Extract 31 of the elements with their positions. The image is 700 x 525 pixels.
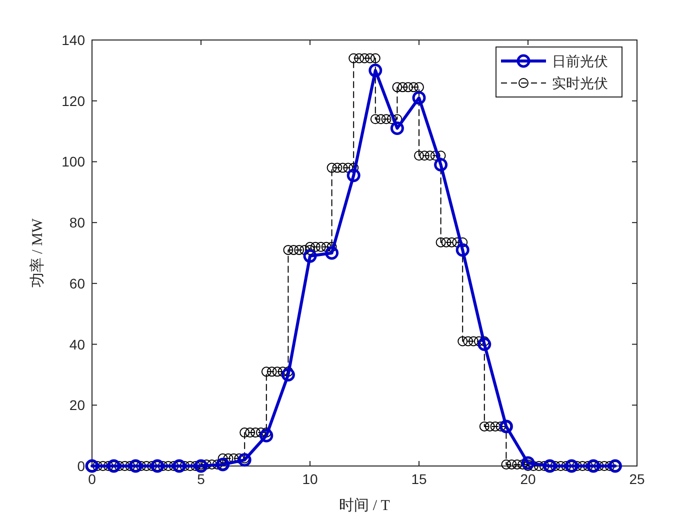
y-tick-label: 140 bbox=[62, 32, 86, 48]
point bbox=[390, 121, 404, 135]
x-tick-label: 5 bbox=[197, 471, 206, 487]
x-tick-label: 20 bbox=[520, 471, 536, 487]
y-tick-label: 60 bbox=[69, 275, 86, 292]
y-axis-title: 功率 / MW bbox=[29, 218, 46, 288]
y-tick-label: 100 bbox=[62, 154, 86, 170]
y-tick-label: 20 bbox=[69, 397, 86, 414]
point bbox=[346, 168, 360, 182]
point bbox=[434, 158, 448, 172]
x-tick-label: 0 bbox=[88, 471, 96, 487]
x-axis-title: 时间 / T bbox=[339, 497, 390, 514]
x-tick-label: 15 bbox=[411, 471, 427, 487]
point bbox=[281, 368, 295, 382]
y-tick-label: 120 bbox=[62, 92, 86, 109]
y-tick-label: 0 bbox=[77, 458, 86, 474]
legend-label: 实时光伏 bbox=[552, 76, 608, 92]
y-tick-label: 80 bbox=[69, 214, 86, 231]
legend-label: 日前光伏 bbox=[552, 54, 608, 70]
x-tick-label: 10 bbox=[302, 471, 318, 487]
point bbox=[456, 243, 470, 257]
point bbox=[260, 428, 274, 442]
point bbox=[478, 338, 492, 352]
point bbox=[521, 456, 535, 470]
point bbox=[325, 246, 339, 260]
point bbox=[368, 64, 382, 78]
point bbox=[412, 91, 426, 105]
point bbox=[238, 453, 252, 467]
y-tick-label: 40 bbox=[69, 336, 86, 352]
x-tick-label: 25 bbox=[629, 471, 645, 487]
point bbox=[303, 249, 317, 263]
